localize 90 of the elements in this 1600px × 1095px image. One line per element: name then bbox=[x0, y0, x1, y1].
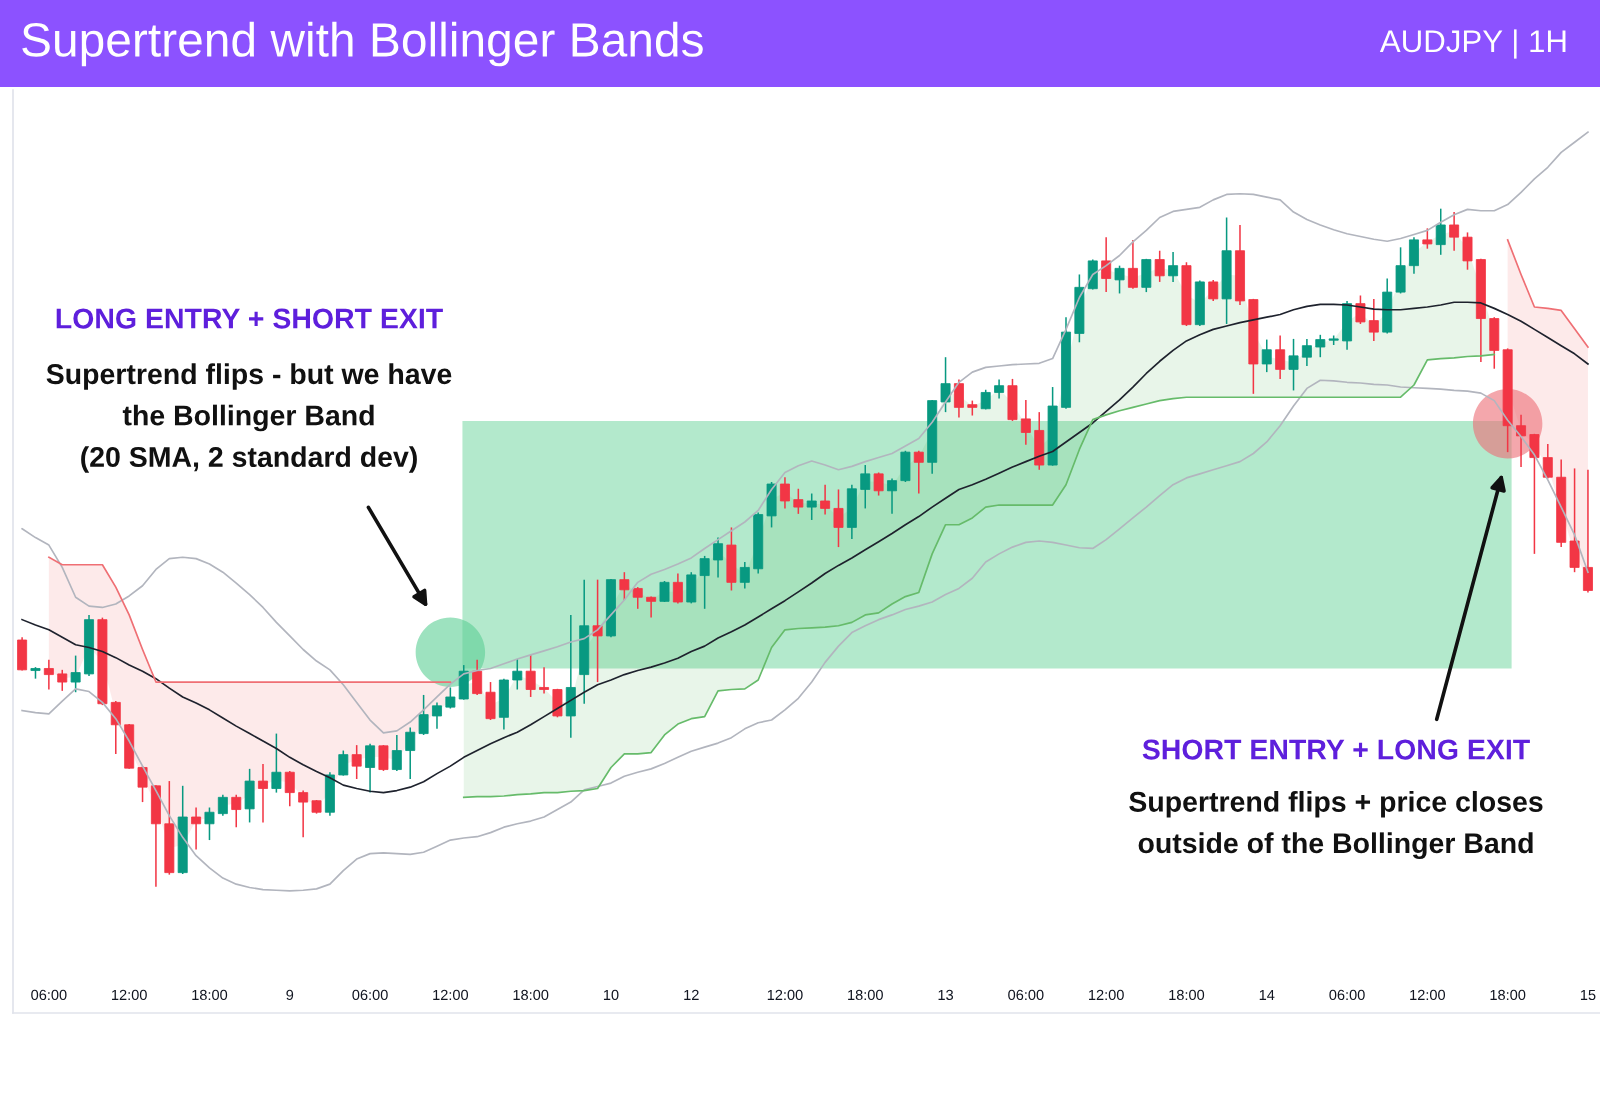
chart-title: Supertrend with Bollinger Bands bbox=[22, 21, 703, 67]
candlestick bbox=[57, 669, 68, 692]
candlestick bbox=[820, 483, 831, 516]
annotation: Supertrend flips + price closes outside of the Bollinger Band bbox=[1129, 790, 1543, 860]
candlestick bbox=[1462, 231, 1473, 271]
candlestick bbox=[1208, 279, 1219, 302]
x-tick-label: 18:00 bbox=[848, 989, 883, 1001]
candlestick bbox=[779, 476, 790, 510]
x-tick-label: 18:00 bbox=[1169, 989, 1205, 1001]
candlestick bbox=[713, 536, 724, 579]
candlestick bbox=[1020, 399, 1031, 446]
candlestick bbox=[539, 666, 550, 695]
candlestick bbox=[1435, 207, 1446, 256]
candlestick bbox=[472, 658, 483, 696]
candlestick bbox=[860, 464, 871, 510]
x-tick-label: 14 bbox=[1259, 989, 1275, 1000]
x-tick-label: 12:00 bbox=[112, 989, 147, 1001]
candlestick bbox=[1168, 251, 1179, 283]
candlestick bbox=[1582, 469, 1593, 594]
candlestick bbox=[258, 763, 268, 824]
candlestick bbox=[1114, 264, 1125, 295]
candlestick bbox=[873, 471, 884, 497]
candlestick bbox=[432, 701, 442, 730]
candlestick bbox=[231, 793, 242, 828]
candlestick bbox=[284, 770, 295, 807]
candlestick bbox=[391, 734, 402, 772]
candlestick bbox=[378, 744, 389, 772]
x-tick-label: 18:00 bbox=[1490, 989, 1526, 1001]
x-tick-label: 06:00 bbox=[352, 989, 388, 1001]
candlestick bbox=[632, 586, 643, 610]
candlestick bbox=[1301, 338, 1312, 367]
x-tick-label: 12:00 bbox=[433, 989, 469, 1001]
candlestick bbox=[217, 793, 228, 817]
candlestick bbox=[887, 477, 897, 515]
candlestick bbox=[1127, 239, 1138, 290]
candlestick bbox=[672, 572, 683, 605]
x-tick-label: 13 bbox=[938, 989, 954, 1001]
candlestick bbox=[833, 488, 844, 548]
candlestick bbox=[191, 806, 202, 851]
x-tick-label: 12 bbox=[684, 989, 699, 1000]
candlestick bbox=[793, 488, 804, 515]
x-tick-label: 18:00 bbox=[192, 989, 228, 1001]
candlestick bbox=[1154, 249, 1165, 283]
candlestick bbox=[1101, 236, 1112, 293]
candlestick bbox=[913, 450, 924, 495]
candlestick bbox=[619, 571, 630, 601]
x-tick-label: 9 bbox=[286, 989, 294, 1001]
candlestick bbox=[351, 744, 362, 780]
chart-subtitle: AUDJPY | 1H bbox=[1379, 29, 1566, 59]
x-tick-label: 12:00 bbox=[1089, 989, 1124, 1001]
candlestick bbox=[1261, 338, 1272, 373]
candlestick bbox=[953, 378, 964, 419]
x-tick-label: 12:00 bbox=[767, 989, 803, 1001]
candlestick bbox=[739, 561, 750, 590]
x-tick-label: 18:00 bbox=[513, 989, 549, 1001]
candlestick bbox=[940, 356, 951, 413]
annotation: LONG ENTRY + SHORT EXIT bbox=[56, 308, 443, 329]
x-tick-label: 06:00 bbox=[1008, 989, 1044, 1001]
candlestick bbox=[271, 732, 282, 794]
candlestick bbox=[338, 749, 349, 777]
annotation: Supertrend flips - but we have the Bollinger Band (20 SMA, 2 standard dev) bbox=[46, 363, 452, 473]
x-tick-label: 06:00 bbox=[1329, 989, 1365, 1001]
candlestick bbox=[405, 726, 416, 780]
candlestick bbox=[1275, 334, 1286, 380]
candlestick bbox=[592, 578, 603, 683]
candlestick bbox=[1288, 338, 1299, 392]
candlestick bbox=[365, 742, 376, 794]
candlestick bbox=[137, 765, 148, 803]
candlestick bbox=[699, 555, 710, 610]
candlestick bbox=[1315, 334, 1326, 358]
candlestick bbox=[298, 789, 309, 839]
candlestick bbox=[418, 694, 429, 736]
candlestick bbox=[1368, 298, 1379, 342]
candlestick bbox=[1529, 433, 1540, 555]
annotation: SHORT ENTRY + LONG EXIT bbox=[1142, 739, 1530, 760]
candlestick bbox=[70, 654, 81, 693]
x-tick-label: 12:00 bbox=[1410, 989, 1446, 1001]
candlestick bbox=[1542, 443, 1553, 480]
candlestick bbox=[1422, 227, 1433, 250]
candlestick bbox=[204, 806, 215, 841]
candlestick bbox=[806, 492, 817, 521]
x-tick-label: 10 bbox=[603, 989, 619, 1001]
x-tick-label: 06:00 bbox=[31, 989, 67, 1001]
candlestick bbox=[525, 654, 536, 698]
candlestick bbox=[1516, 414, 1527, 468]
x-tick-label: 15 bbox=[1580, 989, 1596, 1001]
candlestick bbox=[994, 378, 1005, 400]
candlestick bbox=[1449, 211, 1460, 252]
candlestick bbox=[43, 658, 54, 691]
candlestick bbox=[512, 658, 523, 691]
